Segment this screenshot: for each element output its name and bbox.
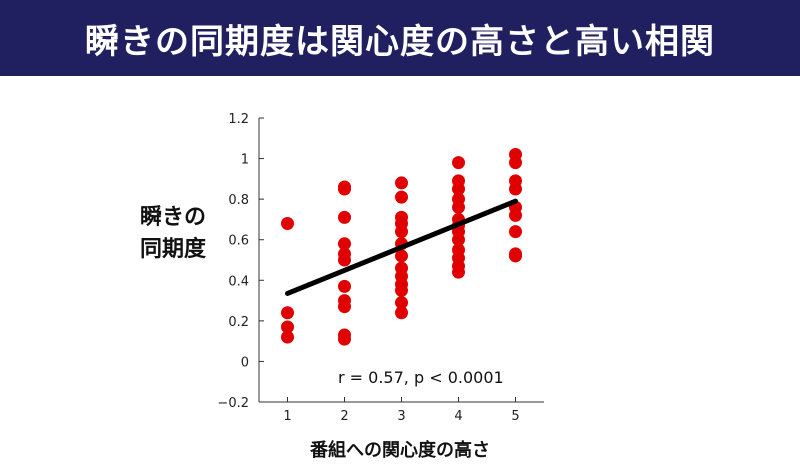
- y-tick-label: 0.4: [228, 274, 249, 289]
- data-point: [509, 182, 522, 196]
- x-tick-label: 1: [283, 409, 291, 424]
- data-point: [509, 225, 522, 239]
- regression-line: [285, 198, 518, 296]
- data-point: [338, 332, 351, 346]
- data-point: [452, 182, 465, 196]
- data-point: [338, 210, 351, 224]
- data-point: [395, 176, 408, 190]
- data-point: [509, 208, 522, 222]
- data-point: [452, 233, 465, 247]
- y-tick-label: −0.2: [217, 396, 249, 411]
- y-tick-label: 1: [241, 153, 249, 168]
- data-point: [452, 265, 465, 279]
- page-title: 瞬きの同期度は関心度の高さと高い相関: [0, 0, 800, 76]
- data-point: [338, 237, 351, 251]
- y-tick-label: 0.8: [228, 193, 249, 208]
- data-point: [509, 249, 522, 263]
- data-point: [395, 225, 408, 239]
- data-point: [281, 216, 294, 230]
- correlation-annotation: r = 0.57, p < 0.0001: [338, 368, 504, 387]
- data-point: [395, 306, 408, 320]
- y-tick-label: 0.6: [228, 234, 249, 249]
- y-axis-label: 瞬きの 同期度: [118, 202, 228, 266]
- y-tick-label: 1.2: [228, 112, 249, 127]
- data-point: [395, 190, 408, 204]
- data-point: [338, 253, 351, 267]
- chart-axes: −0.2 0 0.2 0.4 0.6 0.8 1 1.2 1 2 3 4 5: [217, 112, 544, 424]
- data-point: [338, 279, 351, 293]
- x-tick-label: 5: [511, 409, 519, 424]
- x-tick-label: 4: [454, 409, 462, 424]
- data-point: [338, 300, 351, 314]
- x-tick-label: 3: [397, 409, 405, 424]
- y-tick-label: 0.2: [228, 315, 249, 330]
- data-point: [509, 156, 522, 170]
- data-point: [281, 320, 294, 334]
- data-point: [395, 283, 408, 297]
- y-axis-label-line-2: 同期度: [139, 237, 206, 262]
- chart-regression: [285, 198, 518, 296]
- data-point: [281, 330, 294, 344]
- x-tick-label: 2: [340, 409, 348, 424]
- data-point: [452, 200, 465, 214]
- data-point: [395, 296, 408, 310]
- data-point: [338, 182, 351, 196]
- x-axis-label: 番組への関心度の高さ: [310, 440, 490, 461]
- data-point: [281, 306, 294, 320]
- data-point: [452, 156, 465, 170]
- data-point: [395, 249, 408, 263]
- y-axis-label-line-1: 瞬きの: [139, 205, 206, 230]
- y-tick-label: 0: [241, 355, 249, 370]
- chart-points: [281, 148, 522, 346]
